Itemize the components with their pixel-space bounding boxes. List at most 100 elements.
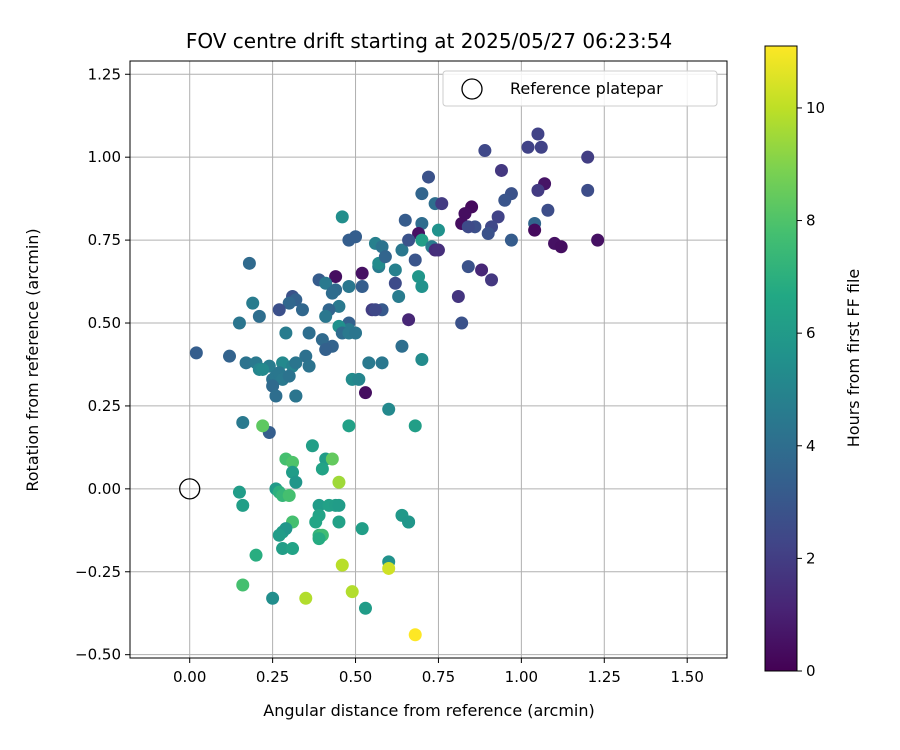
data-point — [541, 203, 555, 217]
data-point — [309, 515, 323, 529]
data-point — [276, 542, 290, 556]
data-point — [272, 528, 286, 542]
reference-platepar-marker — [179, 478, 201, 500]
data-point — [478, 144, 492, 158]
data-point — [412, 270, 426, 284]
data-point — [521, 140, 535, 154]
data-point — [256, 362, 270, 376]
plot-area: 0.00 0.25 0.50 0.75 1.00 1.25 1.50 −0.50 −0.25 0… — [75, 60, 728, 686]
data-point — [415, 217, 429, 231]
grid — [130, 61, 727, 658]
data-point — [312, 498, 326, 512]
data-point — [402, 313, 416, 327]
data-point — [458, 207, 472, 221]
plot-frame — [129, 60, 728, 659]
data-point — [299, 349, 313, 363]
x-tick-label: 0.75 — [422, 668, 455, 686]
data-point — [349, 326, 363, 340]
data-point — [246, 296, 260, 310]
y-tick-label: 0.50 — [88, 314, 121, 332]
data-point — [236, 578, 250, 592]
colorbar-tick-label: 4 — [806, 437, 816, 455]
data-point — [491, 210, 505, 224]
data-point — [282, 369, 296, 383]
data-point — [249, 548, 263, 562]
data-point — [332, 498, 346, 512]
data-point — [302, 359, 316, 373]
data-point — [388, 263, 402, 277]
data-point — [342, 280, 356, 294]
data-point — [332, 475, 346, 489]
data-point — [189, 346, 203, 360]
data-point — [528, 223, 542, 237]
data-point — [388, 276, 402, 290]
colorbar-tick-label: 10 — [806, 99, 825, 117]
data-point — [415, 187, 429, 201]
data-point — [319, 343, 333, 357]
data-point — [382, 402, 396, 416]
data-point — [315, 333, 329, 347]
data-point — [335, 210, 349, 224]
data-point — [282, 296, 296, 310]
legend: Reference platepar — [442, 70, 718, 107]
data-point — [319, 309, 333, 323]
data-point — [531, 127, 545, 141]
data-point — [289, 356, 303, 370]
colorbar-label: Hours from first FF file — [844, 269, 863, 448]
data-point — [282, 488, 296, 502]
x-tick-label: 1.50 — [670, 668, 703, 686]
data-point — [395, 243, 409, 257]
data-point — [531, 183, 545, 197]
data-point — [581, 183, 595, 197]
data-point — [402, 233, 416, 247]
data-point — [256, 419, 270, 433]
x-tick-label: 0.50 — [339, 668, 372, 686]
data-point — [325, 452, 339, 466]
data-point — [461, 260, 475, 274]
data-point — [312, 532, 326, 546]
data-point — [498, 193, 512, 207]
data-point — [232, 316, 246, 330]
data-point — [358, 386, 372, 400]
chart-title: FOV centre drift starting at 2025/05/27 … — [186, 29, 672, 53]
data-point — [295, 303, 309, 317]
data-point — [239, 356, 253, 370]
data-point — [431, 243, 445, 257]
colorbar: 0 2 4 6 8 10 Hours from first FF file — [764, 45, 863, 680]
data-point — [358, 601, 372, 615]
data-point — [315, 462, 329, 476]
colorbar-tick-label: 0 — [806, 662, 816, 680]
data-point — [286, 465, 300, 479]
data-point — [408, 253, 422, 267]
data-point — [329, 270, 343, 284]
data-point — [415, 353, 429, 366]
data-point — [325, 286, 339, 300]
y-tick-label: 0.25 — [88, 397, 121, 415]
data-point — [355, 522, 369, 536]
data-point — [355, 280, 369, 294]
data-point — [398, 213, 412, 227]
data-point — [451, 289, 465, 303]
data-point — [289, 475, 303, 489]
data-point — [368, 303, 382, 317]
legend-box — [442, 70, 718, 107]
data-point — [269, 389, 283, 403]
data-point — [375, 356, 389, 370]
data-point — [475, 263, 489, 277]
y-tick-label: 1.00 — [88, 148, 121, 166]
data-point — [415, 233, 429, 247]
data-point — [289, 389, 303, 403]
colorbar-gradient — [764, 45, 798, 672]
data-point — [435, 197, 449, 211]
data-point — [332, 515, 346, 529]
legend-label: Reference platepar — [510, 79, 663, 98]
data-point — [342, 419, 356, 433]
data-point — [223, 349, 236, 363]
x-tick-label: 1.25 — [588, 668, 621, 686]
data-point — [378, 250, 392, 264]
data-point — [352, 372, 366, 386]
data-point — [266, 591, 280, 605]
data-point — [242, 256, 256, 270]
data-point — [362, 356, 376, 370]
data-point — [236, 416, 250, 430]
